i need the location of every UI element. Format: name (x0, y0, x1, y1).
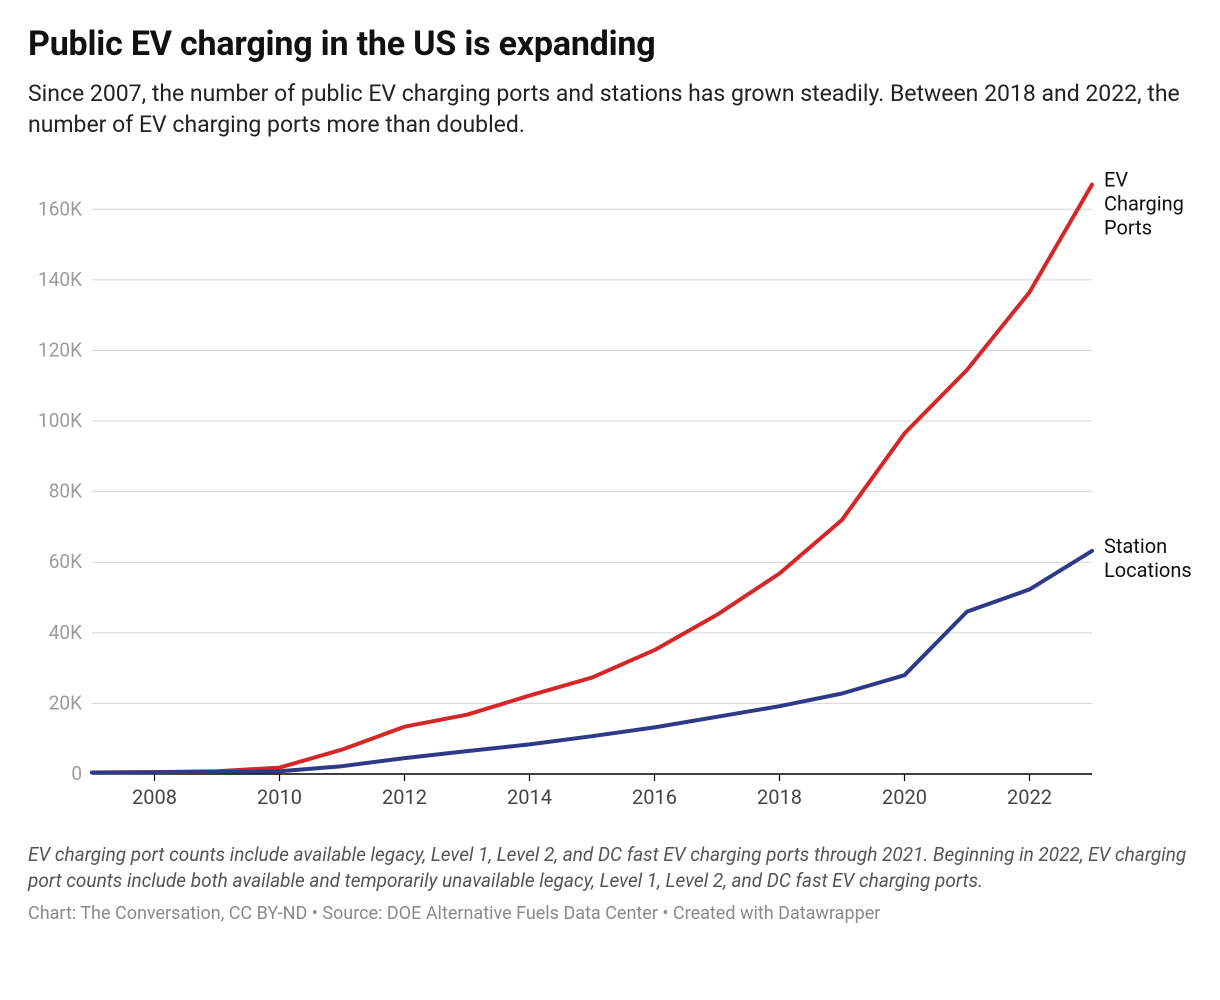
series-label: Ports (1104, 216, 1152, 240)
series-label: Locations (1104, 558, 1192, 582)
series-label: EV (1104, 168, 1128, 192)
x-tick-label: 2016 (632, 785, 677, 809)
line-chart-svg: 0 20K 40K 60K 80K 100K 120K 140K 160K 2008 2010 201… (28, 158, 1220, 820)
x-tick-label: 2010 (257, 785, 302, 809)
y-tick-label: 100K (38, 409, 82, 432)
x-tick-label: 2014 (507, 785, 552, 809)
x-tick-label: 2012 (382, 785, 427, 809)
x-tick-label: 2018 (757, 785, 802, 809)
y-tick-label: 0 (71, 762, 82, 785)
series-label-group: StationLocations (1104, 534, 1192, 582)
series-line (92, 185, 1092, 773)
series-label-group: EVChargingPorts (1104, 168, 1184, 240)
chart-title: Public EV charging in the US is expandin… (28, 24, 1192, 64)
series-label: Station (1104, 534, 1167, 558)
x-tick-label: 2008 (132, 785, 177, 809)
y-tick-label: 120K (38, 339, 82, 362)
chart-plot: 0 20K 40K 60K 80K 100K 120K 140K 160K 2008 2010 201… (28, 158, 1192, 820)
chart-credit: Chart: The Conversation, CC BY-ND • Sour… (28, 903, 1192, 924)
y-tick-label: 160K (38, 197, 82, 220)
y-tick-label: 40K (49, 621, 82, 644)
x-tick-label: 2020 (882, 785, 927, 809)
y-tick-label: 80K (49, 480, 82, 503)
chart-container: Public EV charging in the US is expandin… (0, 0, 1220, 944)
chart-footnote: EV charging port counts include availabl… (28, 842, 1192, 893)
series-label: Charging (1104, 192, 1184, 216)
y-tick-label: 140K (38, 268, 82, 291)
y-tick-label: 60K (49, 550, 82, 573)
y-tick-label: 20K (49, 692, 82, 715)
series-line (92, 551, 1092, 773)
x-tick-label: 2022 (1007, 785, 1052, 809)
chart-subtitle: Since 2007, the number of public EV char… (28, 78, 1192, 140)
